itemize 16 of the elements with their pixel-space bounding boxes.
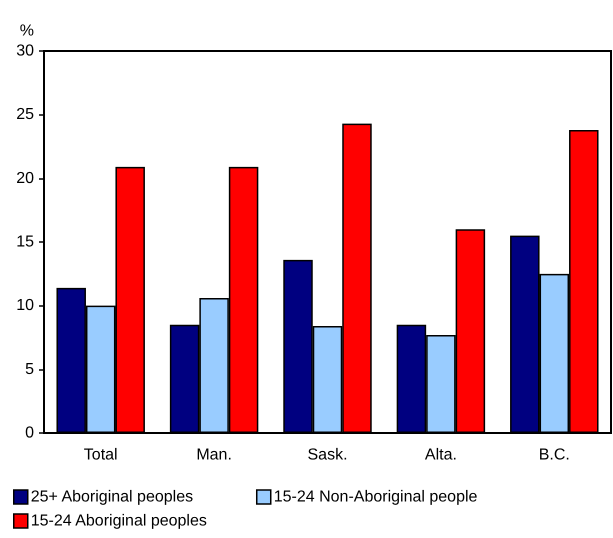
- y-tick-label: 25: [16, 106, 34, 124]
- x-tick-label: Man.: [196, 446, 232, 464]
- x-tick-label: B.C.: [538, 446, 570, 464]
- x-tick-label: Total: [84, 446, 118, 464]
- y-tick-label: 15: [16, 234, 34, 250]
- y-tick-label: 20: [16, 170, 34, 187]
- x-tick-label: Sask.: [307, 446, 348, 464]
- y-tick-label: 30: [16, 42, 34, 60]
- y-tick-label: 0: [25, 424, 34, 442]
- x-tick-label: Alta.: [424, 446, 457, 464]
- legend-label: 25+ Aboriginal peoples: [30, 488, 194, 506]
- legend-label: 15-24 Non-Aboriginal people: [274, 488, 478, 506]
- y-tick-label: 10: [16, 297, 34, 314]
- legend-label: 15-24 Aboriginal peoples: [30, 512, 207, 530]
- y-axis-title: %: [20, 22, 34, 40]
- y-tick-label: 5: [25, 360, 34, 378]
